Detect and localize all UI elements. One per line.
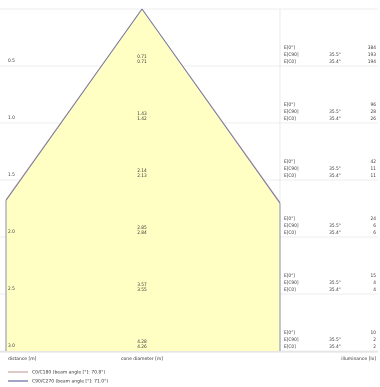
e0-value: 15 xyxy=(371,273,377,279)
e0-label: E[0°] xyxy=(284,45,295,51)
ec90-label: E[C90] xyxy=(284,166,299,172)
ec0-label: E[C0] xyxy=(284,344,296,350)
distance-tick-label: 3.0 xyxy=(8,343,15,349)
cone-layer xyxy=(5,8,281,351)
distance-axis-label: distance [m] xyxy=(8,356,37,362)
ec90-angle: 35.5° xyxy=(329,52,341,58)
distance-tick-label: 1.0 xyxy=(8,115,15,121)
e0-label: E[0°] xyxy=(284,102,295,108)
e0-label: E[0°] xyxy=(284,273,295,279)
cone-area xyxy=(6,9,280,351)
ec90-value: 6 xyxy=(373,223,376,229)
ec90-value: 193 xyxy=(368,52,376,58)
c90-edge-left xyxy=(5,8,143,201)
diameter-c0-label: 2.14 xyxy=(137,168,147,174)
ec90-label: E[C90] xyxy=(284,109,299,115)
ec0-angle: 35.4° xyxy=(329,287,341,293)
ec90-value: 4 xyxy=(373,280,376,286)
diameter-c90-label: 3.55 xyxy=(137,287,147,293)
legend-label-c90: C90/C270 (beam angle [°]: 71.0°) xyxy=(32,379,108,385)
ec0-value: 11 xyxy=(371,173,377,179)
ec0-value: 194 xyxy=(368,59,376,65)
e0-label: E[0°] xyxy=(284,330,295,336)
ec0-value: 26 xyxy=(371,116,377,122)
ec90-label: E[C90] xyxy=(284,223,299,229)
legend-label-c0: C0/C180 (beam angle [°]: 70.8°) xyxy=(32,370,106,376)
ec90-value: 28 xyxy=(371,109,377,115)
ec0-value: 4 xyxy=(373,287,376,293)
ec0-value: 2 xyxy=(373,344,376,350)
diameter-c90-label: 0.71 xyxy=(137,59,147,65)
ec0-label: E[C0] xyxy=(284,230,296,236)
diameter-c0-label: 3.57 xyxy=(137,282,147,288)
e0-value: 96 xyxy=(371,102,377,108)
distance-tick-label: 1.5 xyxy=(8,172,15,178)
ec90-angle: 35.5° xyxy=(329,223,341,229)
ec90-angle: 35.5° xyxy=(329,337,341,343)
ec0-label: E[C0] xyxy=(284,59,296,65)
label-layer: 0.5 0.710.71 E[0°] 384 E[C90] 35.5° 193 E[C0] 35… xyxy=(8,45,376,350)
diameter-c0-label: 1.43 xyxy=(137,111,147,117)
ec0-angle: 35.4° xyxy=(329,116,341,122)
ec0-label: E[C0] xyxy=(284,287,296,293)
e0-value: 24 xyxy=(371,216,377,222)
ec0-label: E[C0] xyxy=(284,173,296,179)
legend: C0/C180 (beam angle [°]: 70.8°) C90/C270… xyxy=(8,370,108,385)
distance-tick-label: 2.5 xyxy=(8,286,15,292)
distance-tick-label: 0.5 xyxy=(8,58,15,64)
ec90-angle: 35.5° xyxy=(329,166,341,172)
e0-value: 42 xyxy=(371,159,377,165)
diameter-c0-label: 0.71 xyxy=(137,54,147,60)
diameter-axis-label: cone diameter [m] xyxy=(121,356,163,362)
diameter-c90-label: 4.26 xyxy=(137,344,147,350)
ec90-label: E[C90] xyxy=(284,52,299,58)
e0-value: 10 xyxy=(371,330,377,336)
ec90-label: E[C90] xyxy=(284,337,299,343)
illuminance-axis-label: illuminance [lx] xyxy=(341,356,376,362)
diameter-c0-label: 4.28 xyxy=(137,339,147,345)
diameter-c90-label: 2.13 xyxy=(137,173,147,179)
ec0-angle: 35.4° xyxy=(329,344,341,350)
diameter-c90-label: 1.42 xyxy=(137,116,147,122)
ec90-value: 2 xyxy=(373,337,376,343)
diameter-c0-label: 2.85 xyxy=(137,225,147,231)
ec90-label: E[C90] xyxy=(284,280,299,286)
ec0-value: 6 xyxy=(373,230,376,236)
ec0-angle: 35.4° xyxy=(329,173,341,179)
e0-label: E[0°] xyxy=(284,216,295,222)
c90-edge-right xyxy=(141,8,281,204)
diameter-c90-label: 2.84 xyxy=(137,230,147,236)
ec90-angle: 35.5° xyxy=(329,109,341,115)
ec0-angle: 35.4° xyxy=(329,59,341,65)
e0-label: E[0°] xyxy=(284,159,295,165)
distance-tick-label: 2.0 xyxy=(8,229,15,235)
ec90-value: 11 xyxy=(371,166,377,172)
ec90-angle: 35.5° xyxy=(329,280,341,286)
ec0-label: E[C0] xyxy=(284,116,296,122)
ec0-angle: 35.4° xyxy=(329,230,341,236)
e0-value: 384 xyxy=(368,45,376,51)
